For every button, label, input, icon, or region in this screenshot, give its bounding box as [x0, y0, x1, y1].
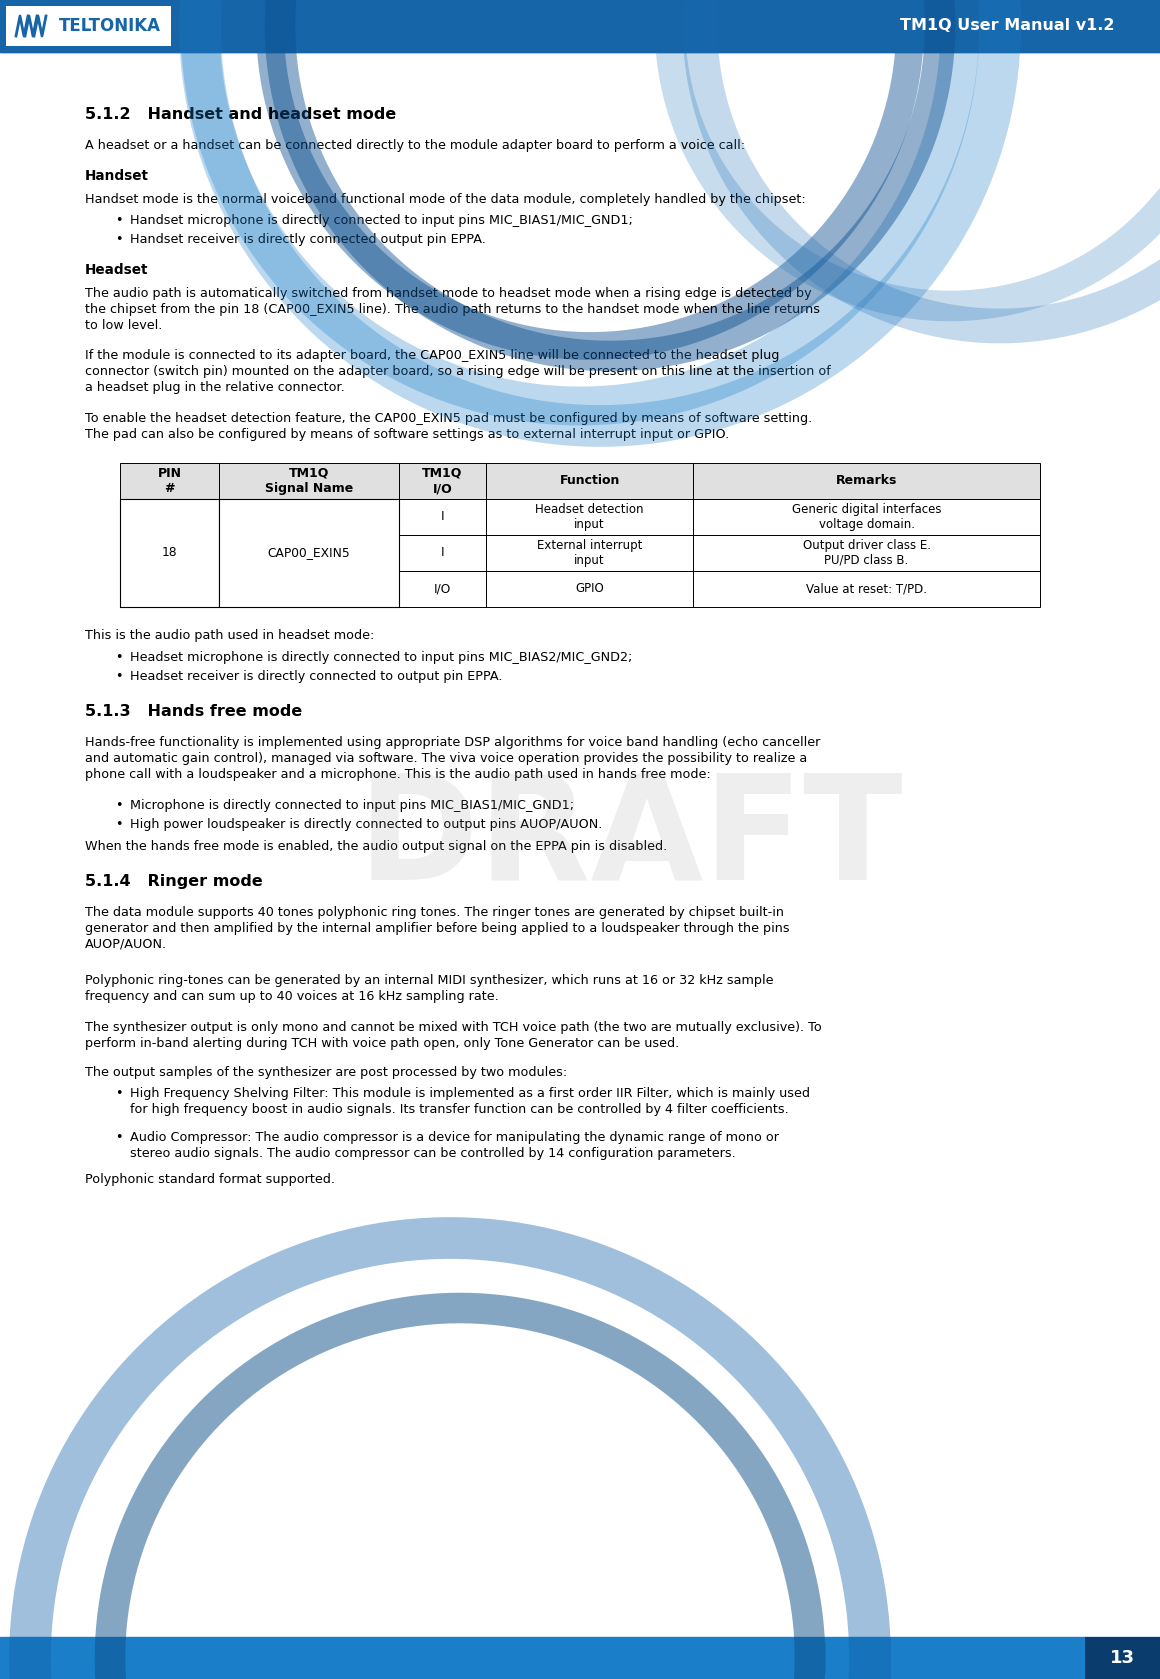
Text: 5.1.4   Ringer mode: 5.1.4 Ringer mode [85, 873, 263, 888]
Text: •: • [115, 233, 123, 247]
Bar [0, 0, 1160, 52]
Text: 5.1.3   Hands free mode: 5.1.3 Hands free mode [85, 704, 303, 719]
Text: Function: Function [559, 475, 619, 487]
Bar [119, 499, 219, 608]
Bar [399, 499, 486, 536]
Bar [694, 536, 1041, 571]
Bar [486, 463, 694, 499]
Text: High Frequency Shelving Filter: This module is implemented as a first order IIR : High Frequency Shelving Filter: This mod… [130, 1088, 810, 1117]
Text: Generic digital interfaces
voltage domain.: Generic digital interfaces voltage domai… [792, 504, 941, 531]
Text: The data module supports 40 tones polyphonic ring tones. The ringer tones are ge: The data module supports 40 tones polyph… [85, 905, 790, 950]
Text: Handset mode is the normal voiceband functional mode of the data module, complet: Handset mode is the normal voiceband fun… [85, 193, 806, 205]
Text: High power loudspeaker is directly connected to output pins AUOP/AUON.: High power loudspeaker is directly conne… [130, 818, 602, 831]
Bar [119, 499, 219, 536]
Text: Polyphonic ring-tones can be generated by an internal MIDI synthesizer, which ru: Polyphonic ring-tones can be generated b… [85, 974, 774, 1002]
Bar [219, 499, 399, 536]
Text: •: • [115, 1130, 123, 1143]
Text: PIN
#: PIN # [158, 467, 182, 495]
Text: I/O: I/O [434, 583, 451, 596]
Text: Output driver class E.
PU/PD class B.: Output driver class E. PU/PD class B. [803, 539, 930, 568]
Bar [1085, 1637, 1160, 1679]
Text: TM1Q
I/O: TM1Q I/O [422, 467, 463, 495]
Text: I: I [441, 546, 444, 559]
Text: GPIO: GPIO [575, 583, 604, 596]
Text: Headset microphone is directly connected to input pins MIC_BIAS2/MIC_GND2;: Headset microphone is directly connected… [130, 650, 632, 663]
Text: A headset or a handset can be connected directly to the module adapter board to : A headset or a handset can be connected … [85, 139, 745, 153]
Text: TM1Q User Manual v1.2: TM1Q User Manual v1.2 [900, 18, 1115, 34]
Text: Polyphonic standard format supported.: Polyphonic standard format supported. [85, 1174, 335, 1187]
Bar [119, 536, 219, 571]
Text: •: • [115, 670, 123, 683]
Text: This is the audio path used in headset mode:: This is the audio path used in headset m… [85, 630, 375, 641]
Bar [399, 463, 486, 499]
Text: Headset receiver is directly connected to output pin EPPA.: Headset receiver is directly connected t… [130, 670, 502, 683]
Text: TELTONIKA: TELTONIKA [32, 17, 143, 35]
Bar [399, 571, 486, 608]
Text: •: • [115, 818, 123, 831]
Text: TM1Q User Manual v1.2: TM1Q User Manual v1.2 [887, 17, 1110, 35]
Text: The synthesizer output is only mono and cannot be mixed with TCH voice path (the: The synthesizer output is only mono and … [85, 1021, 821, 1049]
Bar [486, 499, 694, 536]
Bar [399, 536, 486, 571]
Text: 13: 13 [1110, 1649, 1134, 1667]
Bar [0, 0, 1160, 52]
Bar [0, 1637, 1160, 1679]
Text: Value at reset: T/PD.: Value at reset: T/PD. [806, 583, 927, 596]
Text: •: • [115, 1088, 123, 1100]
Text: Audio Compressor: The audio compressor is a device for manipulating the dynamic : Audio Compressor: The audio compressor i… [130, 1130, 780, 1160]
Text: •: • [115, 650, 123, 663]
Bar [486, 536, 694, 571]
Text: Handset: Handset [85, 170, 148, 183]
Text: TM1Q
Signal Name: TM1Q Signal Name [264, 467, 353, 495]
Bar [694, 463, 1041, 499]
Bar [219, 536, 399, 571]
Bar [219, 499, 399, 608]
Bar [694, 571, 1041, 608]
Text: I: I [441, 510, 444, 524]
Text: Remarks: Remarks [836, 475, 898, 487]
Text: CAP00_EXIN5: CAP00_EXIN5 [268, 546, 350, 559]
Bar [119, 463, 219, 499]
Bar [6, 7, 171, 45]
Bar [8, 5, 164, 47]
Text: Handset microphone is directly connected to input pins MIC_BIAS1/MIC_GND1;: Handset microphone is directly connected… [130, 213, 633, 227]
Text: TELTONIKA: TELTONIKA [59, 17, 161, 35]
Text: Headset: Headset [85, 264, 148, 277]
Text: External interrupt
input: External interrupt input [537, 539, 643, 568]
Text: 18: 18 [162, 546, 177, 559]
Text: Handset receiver is directly connected output pin EPPA.: Handset receiver is directly connected o… [130, 233, 486, 247]
Bar [219, 463, 399, 499]
Text: DRAFT: DRAFT [357, 769, 902, 910]
Text: Hands-free functionality is implemented using appropriate DSP algorithms for voi: Hands-free functionality is implemented … [85, 735, 820, 781]
Text: The output samples of the synthesizer are post processed by two modules:: The output samples of the synthesizer ar… [85, 1066, 567, 1080]
Text: The audio path is automatically switched from handset mode to headset mode when : The audio path is automatically switched… [85, 287, 820, 332]
Text: Microphone is directly connected to input pins MIC_BIAS1/MIC_GND1;: Microphone is directly connected to inpu… [130, 799, 574, 811]
Bar [486, 571, 694, 608]
Bar [219, 571, 399, 608]
Text: To enable the headset detection feature, the CAP00_EXIN5 pad must be configured : To enable the headset detection feature,… [85, 411, 812, 442]
Text: •: • [115, 213, 123, 227]
Bar [119, 571, 219, 608]
Text: •: • [115, 799, 123, 811]
Bar [694, 499, 1041, 536]
Text: If the module is connected to its adapter board, the CAP00_EXIN5 line will be co: If the module is connected to its adapte… [85, 349, 831, 395]
Text: Headset detection
input: Headset detection input [536, 504, 644, 531]
Text: 5.1.2   Handset and headset mode: 5.1.2 Handset and headset mode [85, 107, 397, 123]
Text: When the hands free mode is enabled, the audio output signal on the EPPA pin is : When the hands free mode is enabled, the… [85, 840, 667, 853]
